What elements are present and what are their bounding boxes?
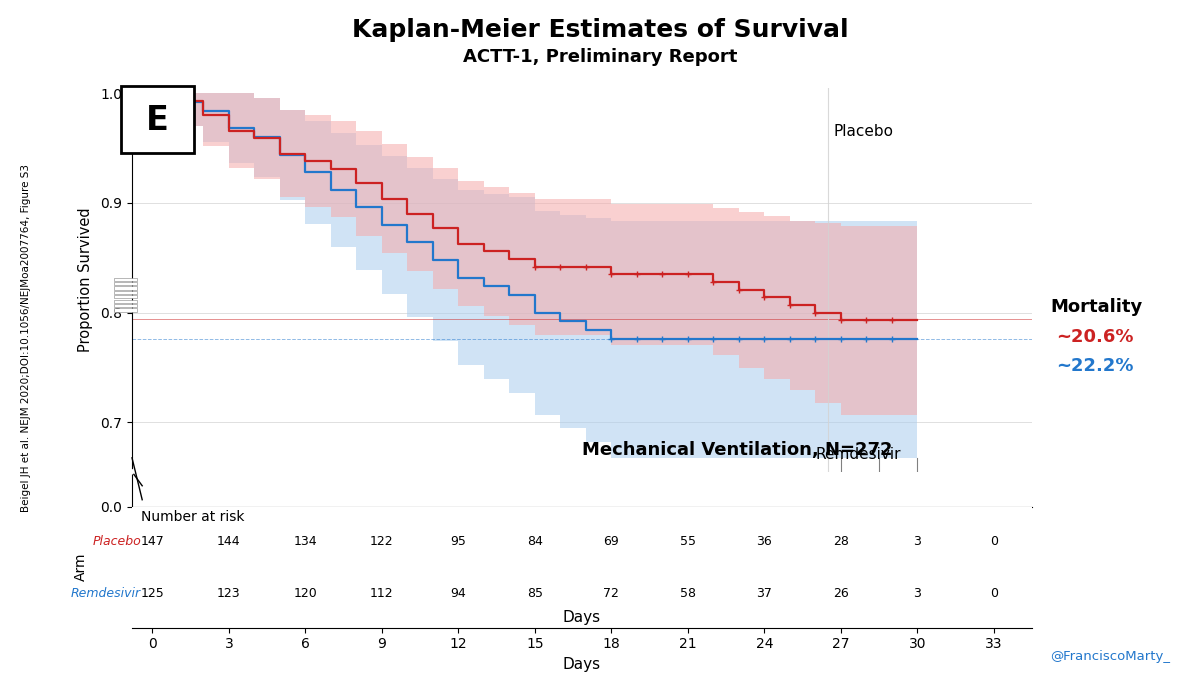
Bar <box>114 300 137 303</box>
Text: 125: 125 <box>140 587 164 599</box>
Text: ~22.2%: ~22.2% <box>1056 357 1134 375</box>
Text: Arm: Arm <box>74 553 88 581</box>
Text: Kaplan-Meier Estimates of Survival: Kaplan-Meier Estimates of Survival <box>352 18 848 43</box>
Text: Placebo: Placebo <box>92 535 140 548</box>
Text: Days: Days <box>563 610 601 625</box>
Bar <box>114 308 137 312</box>
Bar <box>114 282 137 286</box>
Text: 112: 112 <box>370 587 394 599</box>
Text: Remdesivir: Remdesivir <box>815 447 901 462</box>
Bar <box>114 291 137 294</box>
Text: 94: 94 <box>450 587 467 599</box>
Text: 55: 55 <box>680 535 696 548</box>
Text: @FranciscoMarty_: @FranciscoMarty_ <box>1050 650 1170 663</box>
Text: Number at risk: Number at risk <box>140 510 245 524</box>
Text: Placebo: Placebo <box>833 124 893 139</box>
Text: 120: 120 <box>294 587 317 599</box>
Text: 123: 123 <box>217 587 241 599</box>
Text: Mortality: Mortality <box>1050 298 1142 316</box>
Text: 3: 3 <box>913 535 922 548</box>
Text: ACTT-1, Preliminary Report: ACTT-1, Preliminary Report <box>463 49 737 66</box>
Text: ~20.6%: ~20.6% <box>1056 329 1134 346</box>
Text: 0: 0 <box>990 535 997 548</box>
Text: 0: 0 <box>990 587 997 599</box>
Text: Beigel JH et al. NEJM 2020;DOI:10.1056/NEJMoa2007764, Figure S3: Beigel JH et al. NEJM 2020;DOI:10.1056/N… <box>22 163 31 512</box>
Text: 122: 122 <box>370 535 394 548</box>
Y-axis label: Proportion Survived: Proportion Survived <box>78 207 94 352</box>
Text: Mechanical Ventilation, N=272: Mechanical Ventilation, N=272 <box>582 441 893 459</box>
Text: 72: 72 <box>604 587 619 599</box>
Bar <box>114 304 137 307</box>
Text: 28: 28 <box>833 535 848 548</box>
Text: 144: 144 <box>217 535 241 548</box>
Text: 3: 3 <box>913 587 922 599</box>
Text: Remdesivir: Remdesivir <box>71 587 140 599</box>
Bar <box>114 277 137 281</box>
Text: 134: 134 <box>294 535 317 548</box>
Text: E: E <box>145 104 169 136</box>
Text: 26: 26 <box>833 587 848 599</box>
Text: 85: 85 <box>527 587 542 599</box>
Bar <box>114 286 137 290</box>
Text: 95: 95 <box>450 535 467 548</box>
Text: 84: 84 <box>527 535 542 548</box>
X-axis label: Days: Days <box>563 657 601 672</box>
Text: 36: 36 <box>756 535 772 548</box>
Text: 37: 37 <box>756 587 773 599</box>
Text: 69: 69 <box>604 535 619 548</box>
Text: 58: 58 <box>680 587 696 599</box>
Text: 147: 147 <box>140 535 164 548</box>
Bar <box>114 295 137 298</box>
